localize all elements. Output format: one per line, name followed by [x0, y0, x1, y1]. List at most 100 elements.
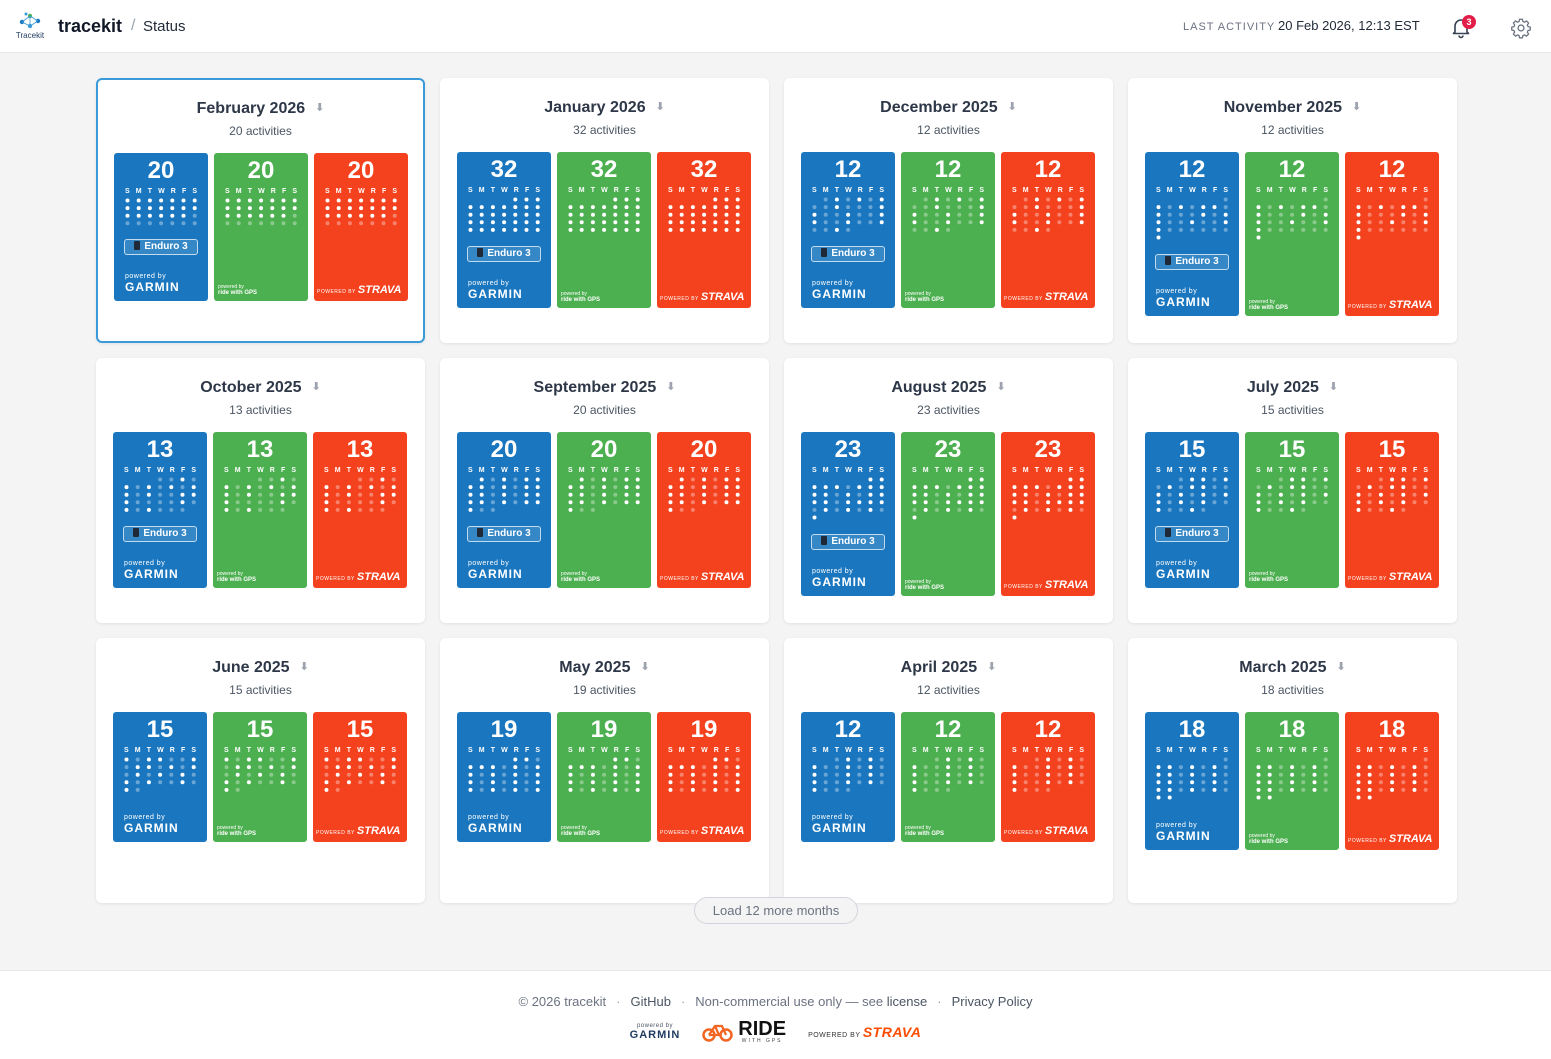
strava-tile[interactable]: 20 S M T W R F S POWERED BY STRAVA — [314, 153, 408, 301]
tile-count: 19 — [590, 716, 618, 743]
load-more-button[interactable]: Load 12 more months — [694, 897, 858, 924]
weekday-label: T — [590, 467, 595, 474]
strava-tile[interactable]: 12 S M T W R F S POWERED BY STRAVA — [1001, 152, 1095, 308]
download-icon[interactable]: ⬇ — [1336, 661, 1346, 673]
garmin-tile[interactable]: 12 S M T W R F S Enduro 3 powered by GARMIN — [801, 152, 895, 308]
active-day-dot — [159, 198, 164, 203]
weekday-label: F — [724, 747, 730, 754]
strava-tile[interactable]: 18 S M T W R F S POWERED BY STRAVA — [1345, 712, 1439, 850]
download-icon[interactable]: ⬇ — [996, 381, 1006, 393]
month-card[interactable]: February 2026 ⬇ 20 activities 20 S M T W R F S Endu… — [96, 78, 425, 343]
active-day-dot — [524, 477, 529, 482]
download-icon[interactable]: ⬇ — [315, 102, 325, 114]
download-icon[interactable]: ⬇ — [655, 101, 665, 113]
device-badge: Enduro 3 — [1155, 526, 1229, 542]
inactive-day-dot — [1278, 212, 1283, 217]
month-card[interactable]: September 2025 ⬇ 20 activities 20 S M T W R F S End… — [440, 358, 769, 623]
inactive-day-dot — [270, 221, 275, 226]
inactive-day-dot — [1278, 227, 1283, 232]
inactive-day-dot — [602, 780, 607, 785]
download-icon[interactable]: ⬇ — [299, 661, 309, 673]
garmin-tile[interactable]: 32 S M T W R F S Enduro 3 powered by GARMIN — [457, 152, 551, 308]
active-day-dot — [1079, 205, 1084, 210]
privacy-link[interactable]: Privacy Policy — [951, 994, 1033, 1009]
garmin-tile[interactable]: 13 S M T W R F S Enduro 3 powered by GARMIN — [113, 432, 207, 588]
inactive-day-dot — [235, 757, 240, 762]
month-card[interactable]: August 2025 ⬇ 23 activities 23 S M T W R F S Enduro… — [784, 358, 1113, 623]
weekday-label: M — [334, 467, 341, 474]
active-day-dot — [325, 206, 330, 211]
github-link[interactable]: GitHub — [630, 994, 671, 1009]
garmin-tile[interactable]: 20 S M T W R F S Enduro 3 powered by GARMIN — [457, 432, 551, 588]
weekday-label: M — [334, 747, 341, 754]
month-card[interactable]: December 2025 ⬇ 12 activities 12 S M T W R F S Endu… — [784, 78, 1113, 343]
active-day-dot — [979, 220, 984, 225]
active-day-dot — [468, 765, 473, 770]
strava-tile[interactable]: 13 S M T W R F S POWERED BY STRAVA — [313, 432, 407, 588]
tracekit-logo[interactable]: Tracekit — [14, 12, 46, 40]
garmin-tile[interactable]: 23 S M T W R F S Enduro 3 powered by GARMIN — [801, 432, 895, 596]
active-day-dot — [946, 212, 951, 217]
active-day-dot — [259, 206, 264, 211]
month-card[interactable]: July 2025 ⬇ 15 activities 15 S M T W R F S Enduro 3… — [1128, 358, 1457, 623]
strava-tile[interactable]: 15 S M T W R F S POWERED BY STRAVA — [1345, 432, 1439, 588]
garmin-tile[interactable]: 20 S M T W R F S Enduro 3 powered by GARMIN — [114, 153, 208, 301]
weekday-label: T — [146, 747, 151, 754]
month-card[interactable]: January 2026 ⬇ 32 activities 32 S M T W R F S Endur… — [440, 78, 769, 343]
weekday-label: F — [1412, 187, 1418, 194]
inactive-day-dot — [1012, 227, 1017, 232]
inactive-day-dot — [1023, 212, 1028, 217]
inactive-day-dot — [513, 492, 518, 497]
strava-tile[interactable]: 15 S M T W R F S POWERED BY STRAVA — [313, 712, 407, 842]
active-day-dot — [912, 515, 917, 520]
download-icon[interactable]: ⬇ — [640, 661, 650, 673]
inactive-day-dot — [1290, 227, 1295, 232]
strava-tile[interactable]: 32 S M T W R F S POWERED BY STRAVA — [657, 152, 751, 308]
download-icon[interactable]: ⬇ — [1352, 101, 1362, 113]
strava-tile[interactable]: 19 S M T W R F S POWERED BY STRAVA — [657, 712, 751, 842]
download-icon[interactable]: ⬇ — [666, 381, 676, 393]
weekday-label: T — [1034, 747, 1039, 754]
weekday-label: F — [868, 467, 874, 474]
inactive-day-dot — [1423, 197, 1428, 202]
license-link[interactable]: license — [886, 994, 928, 1009]
download-icon[interactable]: ⬇ — [1007, 101, 1017, 113]
inactive-day-dot — [358, 780, 363, 785]
brand-name[interactable]: tracekit — [58, 16, 123, 36]
download-icon[interactable]: ⬇ — [311, 381, 321, 393]
month-card[interactable]: November 2025 ⬇ 12 activities 12 S M T W R F S Endu… — [1128, 78, 1457, 343]
active-day-dot — [224, 500, 229, 505]
strava-tile[interactable]: 12 S M T W R F S POWERED BY STRAVA — [1345, 152, 1439, 316]
strava-tile[interactable]: 12 S M T W R F S POWERED BY STRAVA — [1001, 712, 1095, 842]
garmin-tile[interactable]: 15 S M T W R F S Enduro 3 powered by GARMIN — [1145, 432, 1239, 588]
download-icon[interactable]: ⬇ — [1328, 381, 1339, 393]
strava-tile[interactable]: 23 S M T W R F S POWERED BY STRAVA — [1001, 432, 1095, 596]
download-icon[interactable]: ⬇ — [987, 661, 997, 673]
settings-button[interactable] — [1510, 17, 1532, 39]
rwgps-wordmark: ride with GPS — [217, 577, 257, 583]
month-card[interactable]: October 2025 ⬇ 13 activities 13 S M T W R F S Endur… — [96, 358, 425, 623]
garmin-tile[interactable]: 12 S M T W R F S Enduro 3 powered by GARMIN — [1145, 152, 1239, 316]
strava-tile[interactable]: 20 S M T W R F S POWERED BY STRAVA — [657, 432, 751, 588]
